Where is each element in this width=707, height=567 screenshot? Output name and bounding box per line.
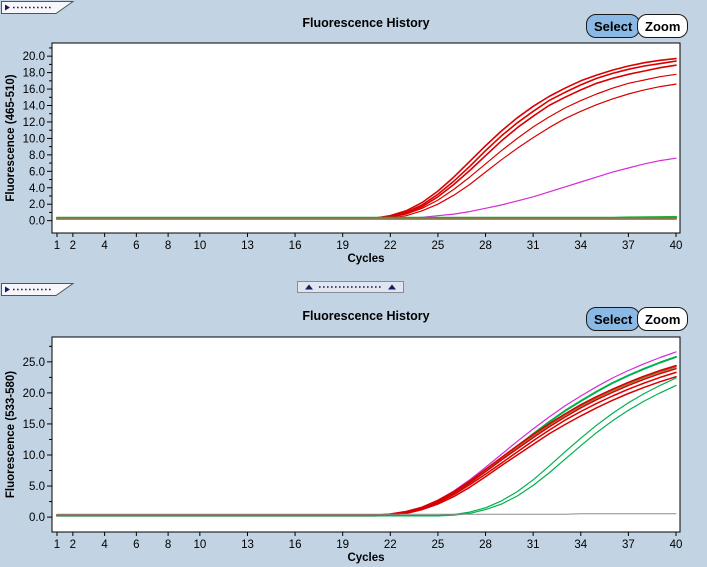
y-tick-label: 8.0 [29,150,45,162]
x-tick-label: 40 [670,539,683,551]
y-tick-label: 2.0 [29,199,45,211]
x-tick-label: 34 [574,240,587,252]
y-axis-label: Fluorescence (533-580) [5,371,17,498]
splitter-handle[interactable] [297,280,404,293]
select-button-bottom[interactable]: Select [586,307,641,331]
chart-svg-1[interactable]: 0.0 5.0 10.0 15.0 20.0 25.0 1 2 4 6 8 10 13 16 19 22 25 2… [0,295,707,567]
x-tick-label: 34 [574,539,587,551]
x-tick-label: 13 [241,539,254,551]
x-tick-label: 28 [479,539,492,551]
x-axis-label: Cycles [347,552,384,564]
x-tick-label: 22 [384,240,397,252]
y-tick-label: 10.0 [23,133,45,145]
x-tick-label: 10 [193,539,206,551]
y-tick-label: 14.0 [23,101,45,113]
x-tick-label: 4 [101,539,108,551]
y-tick-label: 6.0 [29,166,45,178]
y-tick-label: 15.0 [23,419,45,431]
x-axis-label: Cycles [347,253,384,265]
x-tick-label: 8 [165,240,171,252]
x-tick-label: 22 [384,539,397,551]
x-tick-label: 28 [479,240,492,252]
x-tick-label: 19 [336,240,349,252]
x-tick-label: 6 [133,539,139,551]
y-tick-label: 16.0 [23,84,45,96]
drawer-handle-middle[interactable] [1,283,79,297]
x-tick-label: 2 [70,240,76,252]
arrow-up-icon [388,284,396,290]
y-tick-label: 5.0 [29,481,45,493]
y-tick-label: 12.0 [23,117,45,129]
y-tick-label: 4.0 [29,183,45,195]
x-tick-label: 10 [193,240,206,252]
chart-svg-0[interactable]: 0.0 2.0 4.0 6.0 8.0 10.0 12.0 14.0 16.0 18.0 20.0 1… [0,0,707,278]
y-tick-label: 25.0 [23,357,45,369]
zoom-button-bottom[interactable]: Zoom [637,307,689,331]
arrow-right-icon [5,4,10,11]
x-tick-label: 16 [289,539,302,551]
x-tick-label: 37 [622,240,635,252]
x-tick-label: 31 [527,539,540,551]
splitter-bar [297,281,404,293]
arrow-up-icon [305,284,313,290]
series-green-late-curve-2[interactable] [56,384,677,517]
x-tick-label: 25 [432,240,445,252]
y-tick-label: 0.0 [29,512,45,524]
y-tick-label: 10.0 [23,450,45,462]
y-axis-label: Fluorescence (465-510) [5,74,17,201]
x-tick-label: 16 [289,240,302,252]
x-tick-label: 1 [54,539,60,551]
x-tick-label: 40 [670,240,683,252]
plot-area[interactable] [51,42,681,234]
series-gray-flat[interactable] [56,513,677,515]
y-tick-label: 18.0 [23,68,45,80]
y-tick-label: 20.0 [23,388,45,400]
x-tick-label: 8 [165,539,171,551]
x-tick-label: 25 [432,539,445,551]
select-button-top[interactable]: Select [586,14,641,38]
y-tick-label: 20.0 [23,51,45,63]
x-tick-label: 19 [336,539,349,551]
drawer-handle-top[interactable] [1,1,79,15]
arrow-right-icon [5,286,10,293]
x-tick-label: 4 [101,240,108,252]
x-tick-label: 6 [133,240,139,252]
x-tick-label: 2 [70,539,76,551]
zoom-button-top[interactable]: Zoom [637,14,689,38]
y-tick-label: 0.0 [29,216,45,228]
x-tick-label: 1 [54,240,60,252]
x-tick-label: 31 [527,240,540,252]
plot-area[interactable] [51,336,681,533]
chart-title-bottom: Fluorescence History [302,309,430,323]
x-tick-label: 37 [622,539,635,551]
chart-title-top: Fluorescence History [302,16,430,30]
x-tick-label: 13 [241,240,254,252]
